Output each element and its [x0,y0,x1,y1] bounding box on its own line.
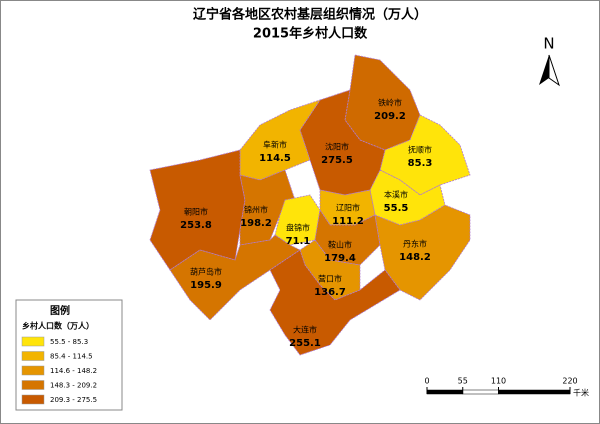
legend-label: 114.6 - 148.2 [50,367,97,375]
scale-tick-label: 0 [424,377,429,386]
region [369,169,446,226]
scale-unit: 千米 [573,388,589,398]
region-value: 85.3 [408,158,433,169]
region-value: 275.5 [321,155,353,166]
arrow-left [539,55,549,85]
scale-tick-label: 110 [491,377,506,386]
region-value: 198.2 [240,218,272,229]
region [169,234,301,321]
region-name: 大连市 [293,325,317,335]
region [299,239,361,301]
region-value: 111.2 [332,216,364,227]
scale-tick-label: 55 [458,377,468,386]
legend-swatch [21,380,45,390]
region-name: 阜新市 [263,140,287,150]
north-arrow: N [539,35,560,87]
legend: 图例 乡村人口数（万人） 55.5 - 85.3 85.4 - 114.5 114.… [15,299,123,411]
region-value: 148.2 [399,252,431,263]
region-value: 209.2 [374,111,406,122]
legend-box [15,299,123,411]
region [149,149,246,271]
region-value: 114.5 [259,153,291,164]
map-subtitle: 2015年乡村人口数 [253,26,368,42]
region-value: 55.5 [384,203,409,214]
legend-items: 55.5 - 85.3 85.4 - 114.5 114.6 - 148.2 148.… [21,336,97,405]
legend-swatch [21,336,45,347]
north-label: N [543,35,554,53]
region-name: 丹东市 [403,239,427,249]
region-name: 本溪市 [384,190,408,200]
region-name: 葫芦岛市 [190,267,222,277]
region-value: 179.4 [324,253,356,264]
scale-segment [426,389,463,395]
scale-tick-label: 220 [562,377,577,386]
region [269,249,401,356]
region-name: 朝阳市 [184,207,208,217]
region-value: 71.1 [286,236,311,247]
legend-title: 图例 [50,304,70,317]
region-name: 盘锦市 [286,223,310,233]
legend-swatch [21,351,45,361]
legend-label: 85.4 - 114.5 [50,353,93,361]
region-value: 253.8 [180,220,212,231]
legend-label: 55.5 - 85.3 [50,338,88,346]
region-value: 136.7 [314,287,346,298]
region-name: 营口市 [318,274,342,284]
region-name: 辽阳市 [336,203,360,213]
legend-label: 209.3 - 275.5 [50,396,97,404]
scale-segment [498,389,571,395]
legend-swatch [21,365,45,376]
region-name: 沈阳市 [325,142,349,152]
region-value: 255.1 [289,338,321,349]
region-name: 抚顺市 [408,145,432,155]
legend-label: 148.3 - 209.2 [50,382,97,390]
scale-segment [462,389,499,395]
map-title: 辽宁省各地区农村基层组织情况（万人） [193,7,427,23]
region [374,204,471,301]
region-name: 锦州市 [244,205,268,215]
scale-bar: 0 55 110 220 千米 [424,377,589,398]
region-value: 195.9 [190,280,222,291]
legend-subtitle: 乡村人口数（万人） [22,321,94,331]
arrow-right [548,54,560,87]
region [239,169,296,246]
region-name: 铁岭市 [378,98,402,108]
region-name: 鞍山市 [328,240,352,250]
regions: 铁岭市 209.2 抚顺市 85.3 本溪市 55.5 沈阳市 275.5 阜新市 114.5 朝阳… [149,54,471,356]
region [274,194,321,246]
legend-swatch [21,394,45,405]
